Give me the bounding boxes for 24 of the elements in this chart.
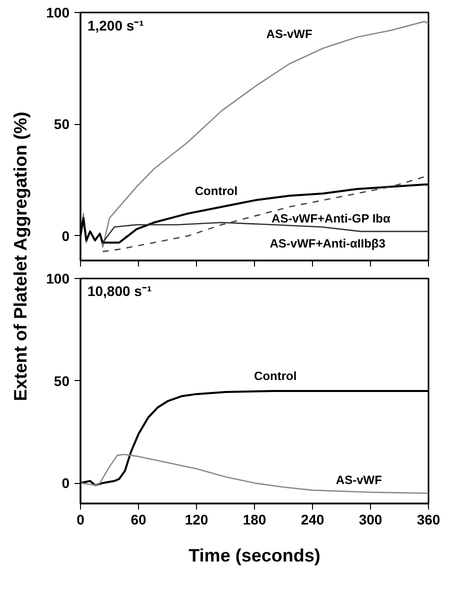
x-axis-title: Time (seconds) — [188, 546, 320, 566]
x-tick-label: 60 — [130, 512, 146, 528]
y-tick-label: 0 — [62, 475, 70, 492]
x-tick-label: 300 — [358, 512, 382, 528]
line-series — [80, 454, 428, 494]
y-tick-label: 0 — [62, 228, 70, 244]
y-axis-title: Extent of Platelet Aggregation (%) — [10, 112, 30, 402]
series-label: AS-vWF+Anti-αIIbβ3 — [270, 236, 386, 251]
x-tick-label: 120 — [184, 512, 208, 528]
x-tick-label: 360 — [416, 512, 440, 528]
y-tick-label: 100 — [46, 4, 70, 20]
series-label: AS-vWF — [266, 26, 312, 41]
annotation: 1,200 s⁻¹ — [87, 17, 144, 34]
y-tick-label: 50 — [54, 372, 70, 389]
x-tick-label: 0 — [76, 512, 85, 528]
x-tick-label: 240 — [300, 512, 324, 528]
series-label: Control — [194, 184, 238, 198]
annotation: 10,800 s⁻¹ — [87, 283, 152, 299]
y-tick-label: 50 — [54, 116, 70, 132]
x-tick-label: 180 — [242, 512, 266, 528]
series-label: Control — [254, 369, 297, 383]
series-label: AS-vWF — [336, 472, 382, 487]
series-label: AS-vWF+Anti-GP Ibα — [272, 212, 391, 226]
y-tick-label: 100 — [46, 270, 70, 286]
